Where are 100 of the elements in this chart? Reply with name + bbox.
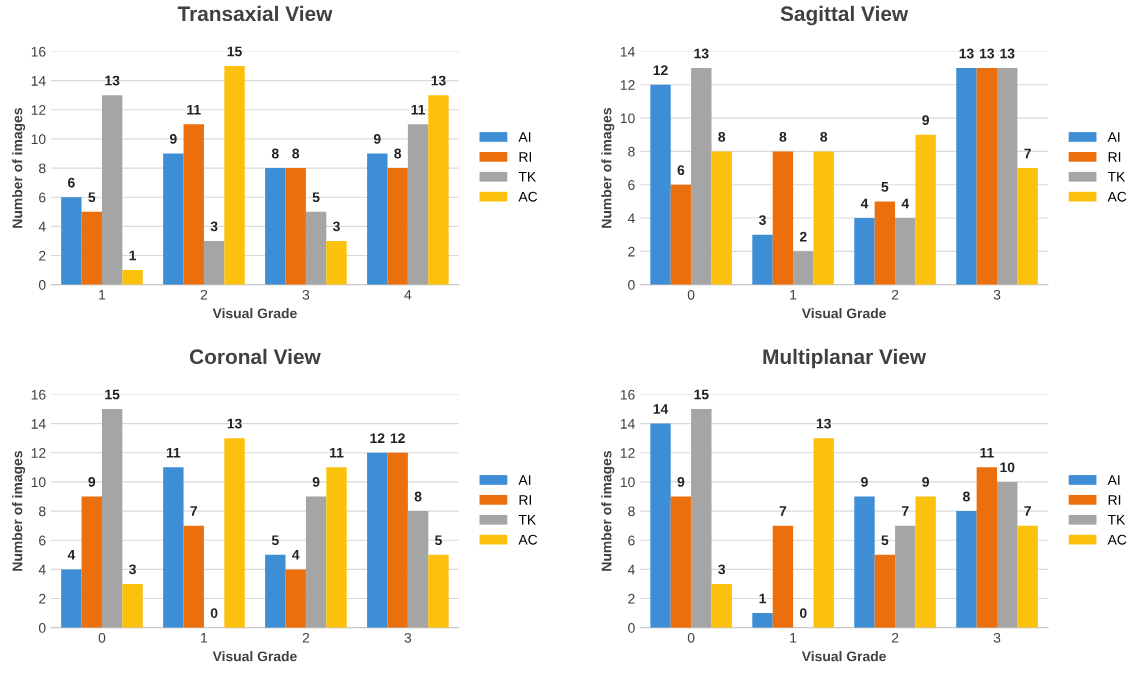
data-label: 8 [292,148,300,159]
x-axis-title: Visual Grade [212,651,297,662]
bar [650,423,671,628]
y-tick-label: 16 [31,389,46,400]
bar [752,234,773,285]
bar [326,467,347,628]
x-tick-label: 4 [404,290,412,300]
data-label: 13 [105,75,120,86]
y-tick-label: 8 [628,146,635,157]
y-axis-title: Number of images [601,451,615,571]
y-tick-label: 12 [620,80,635,90]
bar [997,481,1018,628]
data-label: 13 [959,48,974,59]
x-tick-label: 3 [993,632,1001,643]
legend-label: AC [518,534,538,545]
chart-title: Coronal View [189,348,321,365]
bar [813,151,834,285]
bar [387,452,408,628]
data-label: 5 [271,535,279,546]
y-tick-label: 0 [38,623,46,633]
y-tick-label: 6 [628,535,635,546]
data-label: 8 [271,148,279,159]
data-label: 10 [1000,462,1015,473]
data-label: 11 [411,104,426,115]
y-tick-label: 12 [620,448,635,458]
x-tick-label: 2 [891,289,899,300]
data-label: 4 [67,550,76,560]
bar [163,153,184,285]
bar [976,467,998,628]
data-label: 12 [370,433,385,443]
data-label: 5 [88,192,96,203]
data-label: 9 [861,476,868,487]
bar [956,68,977,285]
data-label: 6 [68,177,75,188]
y-tick-label: 8 [628,506,635,517]
bar [407,511,429,628]
chart-title: Sagittal View [780,5,909,26]
legend-label: AC [1107,534,1127,545]
bar [854,496,875,628]
y-axis-title: Number of images [601,108,615,228]
x-tick-label: 2 [200,289,208,300]
bar [895,218,916,285]
bar [183,124,204,285]
y-tick-label: 6 [628,180,635,190]
x-tick-label: 2 [302,632,310,643]
data-label: 13 [816,418,831,429]
data-label: 8 [414,491,422,502]
bar [813,438,834,628]
data-label: 9 [88,476,96,487]
data-label: 8 [718,131,726,142]
y-tick-label: 6 [39,535,46,546]
bar [711,583,732,628]
legend-label: AI [518,132,531,142]
data-label: 9 [169,133,177,144]
data-label: 8 [779,131,787,142]
data-label: 12 [390,433,405,443]
bar [915,496,936,628]
x-tick-label: 2 [891,632,899,643]
data-label: 13 [227,418,242,429]
bar [285,569,306,628]
x-tick-label: 3 [404,632,412,643]
x-axis-title: Visual Grade [801,308,886,319]
bar [874,554,896,628]
data-label: 3 [210,221,218,232]
bar [670,496,692,628]
legend-label: RI [1108,495,1121,505]
bar [997,68,1018,285]
y-tick-label: 0 [628,280,635,290]
data-label: 9 [922,476,930,487]
bar [1017,168,1038,285]
data-label: 13 [979,48,995,59]
bar [224,438,245,628]
bar [367,153,388,285]
bar [428,95,449,285]
x-axis-title: Visual Grade [801,651,886,662]
y-axis-title: Number of images [12,451,26,571]
bar [183,525,204,628]
bar [326,240,347,285]
y-tick-label: 2 [39,593,46,604]
y-tick-label: 14 [620,419,635,429]
bar [956,511,977,628]
bar [428,554,449,628]
data-label: 15 [227,46,242,57]
y-tick-label: 16 [31,46,46,57]
data-label: 5 [435,535,442,546]
data-label: 11 [330,447,344,458]
data-label: 12 [653,65,668,75]
y-tick-label: 2 [628,246,635,257]
bar [81,496,102,628]
data-label: 7 [779,506,787,516]
y-tick-label: 2 [628,593,635,604]
data-label: 15 [694,389,709,400]
bar [874,201,896,285]
data-label: 15 [105,389,120,400]
data-label: 5 [312,192,320,203]
bar [387,168,408,285]
legend-label: RI [519,495,532,505]
x-tick-label: 0 [687,289,695,300]
legend-label: RI [1108,152,1121,162]
bar [101,95,123,285]
